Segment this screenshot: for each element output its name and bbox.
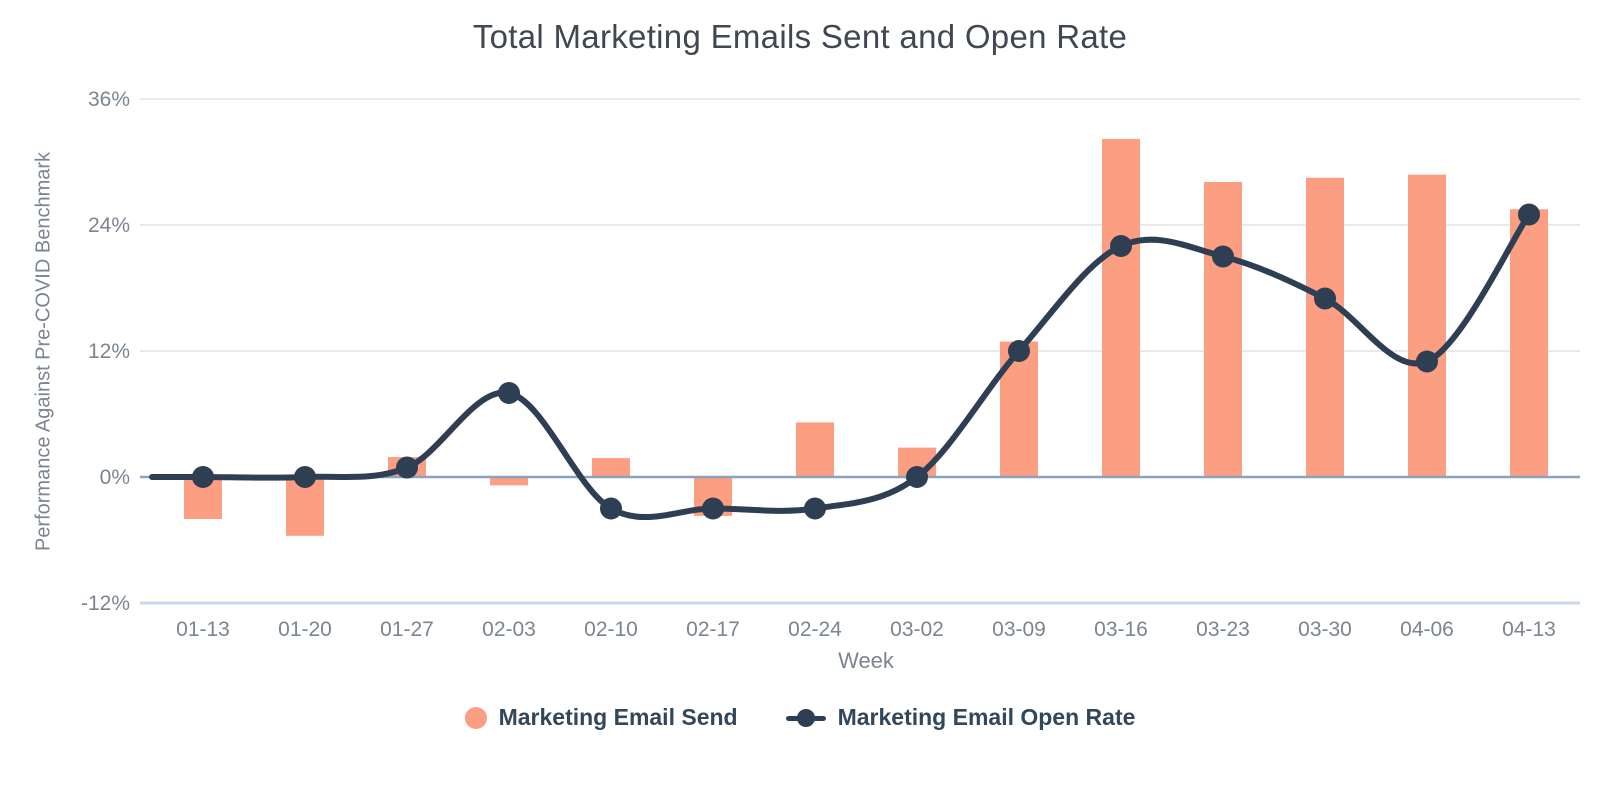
legend-label-email-send: Marketing Email Send [498, 704, 738, 730]
bar[interactable] [1306, 177, 1344, 477]
x-tick-label: 04-13 [1502, 618, 1556, 641]
data-point[interactable] [702, 497, 724, 520]
bar[interactable] [592, 458, 630, 477]
x-tick-label: 03-16 [1094, 618, 1148, 641]
x-tick-label: 03-23 [1196, 618, 1250, 641]
data-point[interactable] [1110, 235, 1132, 257]
x-tick-label: 02-10 [584, 618, 638, 641]
x-tick-label: 02-03 [482, 618, 536, 641]
x-tick-label: 03-02 [890, 618, 944, 641]
x-tick-label: 01-20 [278, 618, 332, 641]
legend: Marketing Email Send Marketing Email Ope… [0, 704, 1600, 731]
x-tick-label: 02-17 [686, 618, 740, 641]
line-series-swatch-icon [785, 707, 826, 729]
x-tick-label: 03-09 [992, 618, 1046, 641]
bar[interactable] [796, 422, 834, 477]
data-point[interactable] [1518, 203, 1540, 226]
y-tick-label: 12% [88, 340, 130, 363]
y-tick-label: 0% [100, 466, 130, 489]
x-tick-label: 04-06 [1400, 618, 1454, 641]
x-tick-label: 01-13 [176, 618, 230, 641]
data-point[interactable] [1212, 245, 1234, 268]
legend-item-open-rate[interactable]: Marketing Email Open Rate [785, 704, 1136, 731]
legend-item-email-send[interactable]: Marketing Email Send [464, 704, 738, 731]
x-axis-title: Week [838, 648, 894, 673]
y-tick-label: -12% [81, 592, 130, 615]
data-point[interactable] [498, 382, 520, 404]
data-point[interactable] [804, 497, 826, 520]
bar[interactable] [1204, 181, 1242, 477]
y-tick-label: 24% [88, 214, 130, 237]
data-point[interactable] [1314, 287, 1336, 310]
data-point[interactable] [1416, 350, 1438, 373]
y-tick-label: 36% [88, 88, 130, 111]
data-point[interactable] [294, 466, 316, 488]
data-point[interactable] [906, 466, 928, 488]
bar-series-swatch-icon [464, 706, 487, 729]
legend-label-open-rate: Marketing Email Open Rate [837, 704, 1136, 730]
x-tick-label: 01-27 [380, 618, 434, 641]
chart-title: Total Marketing Emails Sent and Open Rat… [472, 18, 1128, 55]
chart-svg: 36% 24% 12% 0% -12% 01-13 01-20 01-27 02-03 02-10… [81, 88, 1580, 641]
data-point[interactable] [600, 497, 622, 520]
data-point[interactable] [1008, 340, 1030, 362]
x-tick-label: 02-24 [788, 618, 842, 641]
bar[interactable] [1510, 209, 1548, 477]
x-tick-label: 03-30 [1298, 618, 1352, 641]
bar[interactable] [490, 477, 528, 486]
bar[interactable] [1408, 174, 1446, 477]
data-point[interactable] [396, 456, 418, 479]
bar[interactable] [1102, 138, 1140, 477]
data-point[interactable] [192, 466, 214, 488]
